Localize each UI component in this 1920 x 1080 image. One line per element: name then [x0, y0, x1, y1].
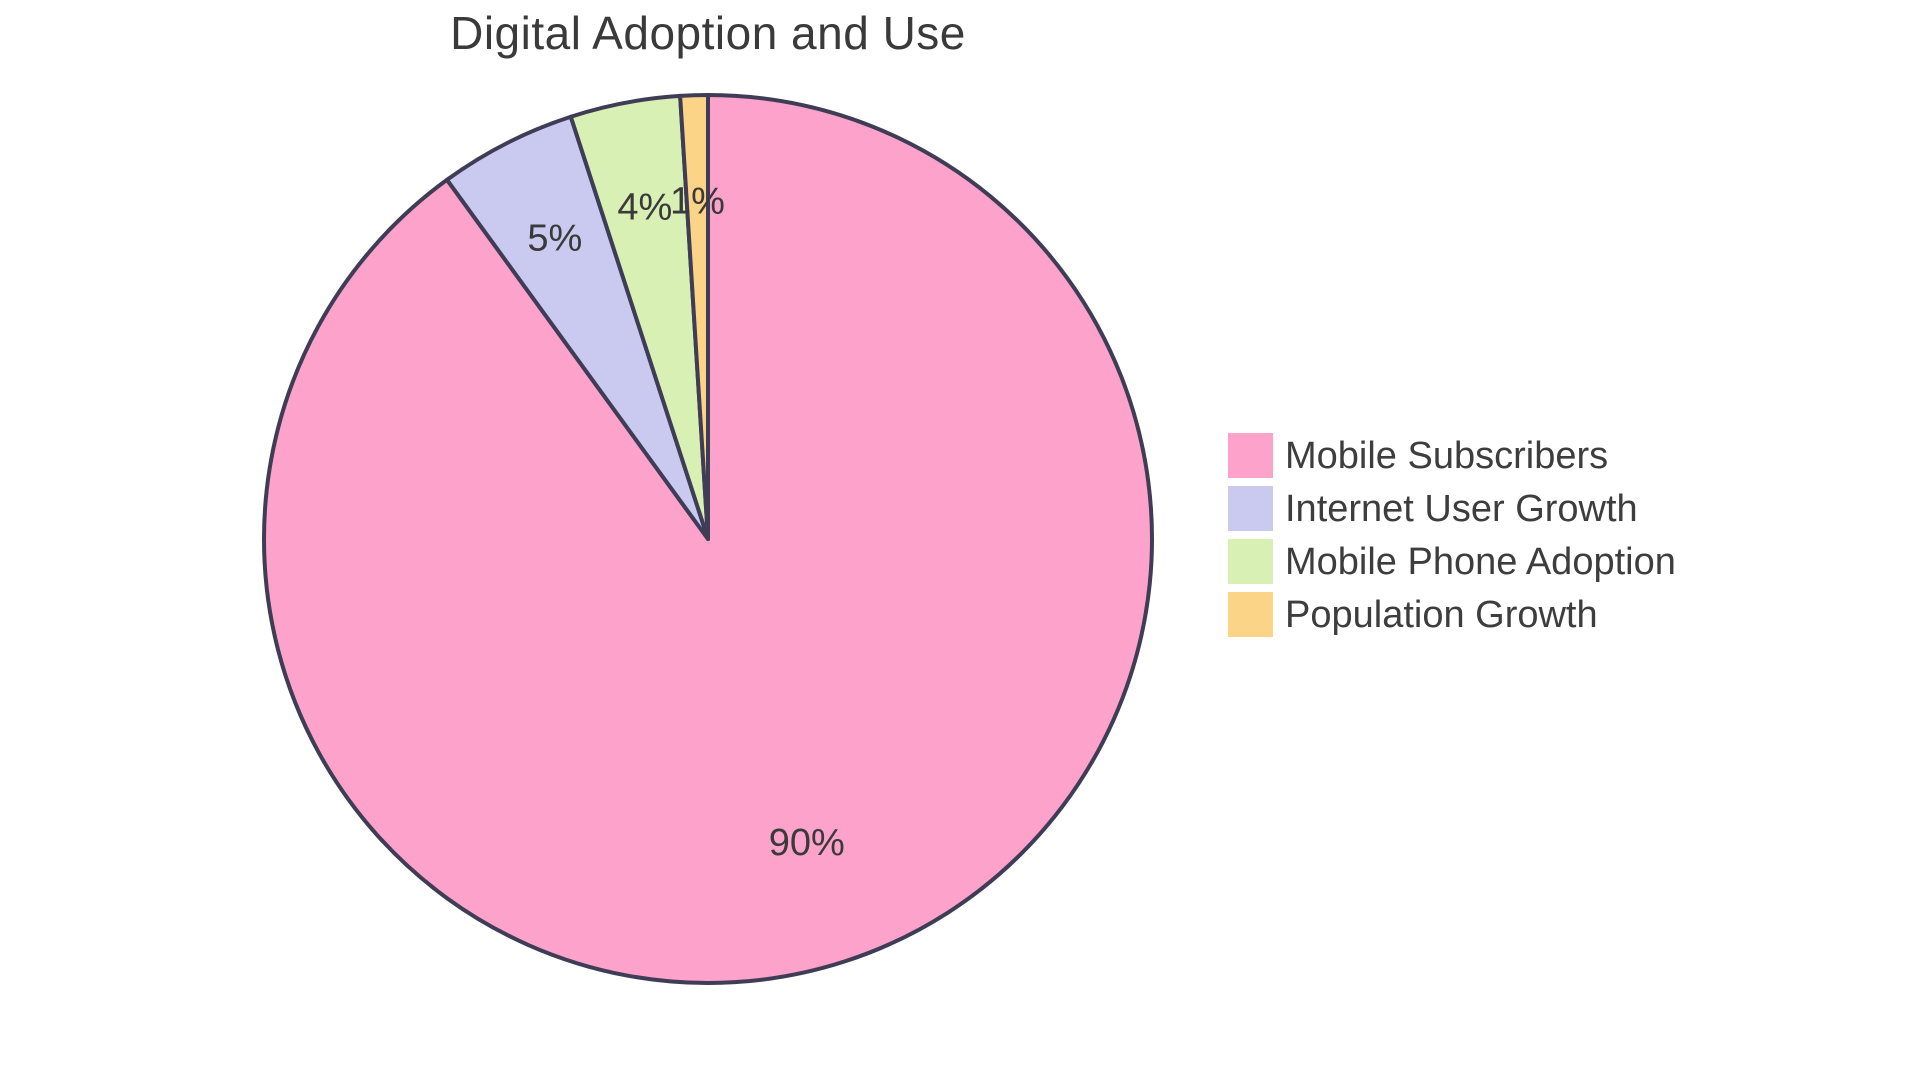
- pie-slice-value-label: 90%: [769, 822, 845, 864]
- legend-label: Internet User Growth: [1285, 487, 1638, 530]
- pie-slice-value-label: 4%: [617, 187, 672, 229]
- pie-chart: 90% 5% 4%1%: [262, 93, 1154, 985]
- legend-swatch: [1228, 486, 1273, 531]
- legend-label: Mobile Subscribers: [1285, 434, 1609, 477]
- pie-slice-mobile-subscribers: [262, 93, 1154, 985]
- legend-swatch: [1228, 539, 1273, 584]
- legend-swatch: [1228, 592, 1273, 637]
- legend: Mobile Subscribers Internet User Growth Mo…: [1228, 433, 1676, 645]
- legend-label: Population Growth: [1285, 593, 1598, 636]
- legend-item-mobile-phone-adoption: Mobile Phone Adoption: [1228, 539, 1676, 584]
- pie-slice-population-growth: [678, 93, 710, 541]
- legend-label: Mobile Phone Adoption: [1285, 540, 1676, 583]
- legend-item-population-growth: Population Growth: [1228, 592, 1676, 637]
- legend-item-mobile-subscribers: Mobile Subscribers: [1228, 433, 1676, 478]
- legend-item-internet-user-growth: Internet User Growth: [1228, 486, 1676, 531]
- legend-swatch: [1228, 433, 1273, 478]
- pie-slice-value-label: 5%: [527, 217, 582, 259]
- chart-title: Digital Adoption and Use: [450, 7, 966, 59]
- pie-slice-value-label: 1%: [670, 181, 725, 223]
